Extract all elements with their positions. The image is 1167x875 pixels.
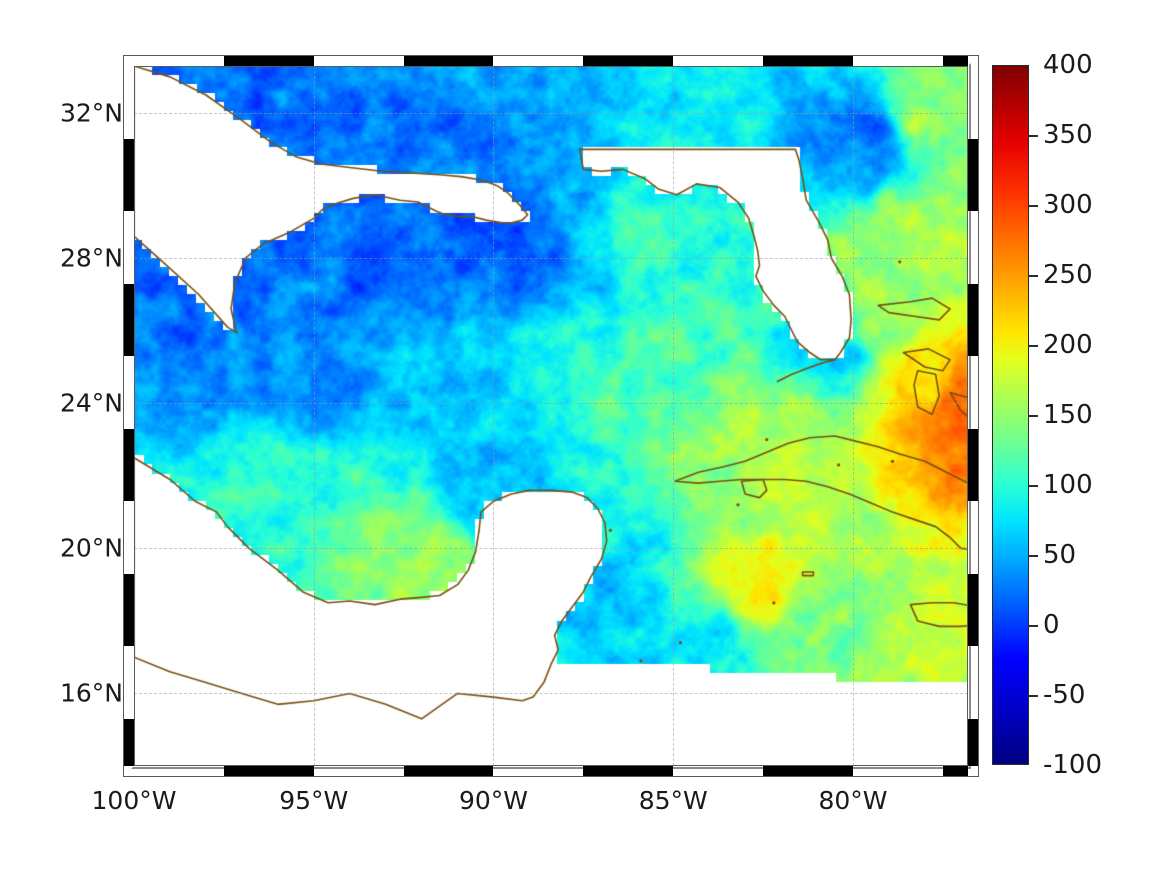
frame-bottom-tick-5 [583, 766, 674, 777]
frame-left-tick-3 [123, 283, 134, 357]
frame-bottom-tick-9 [942, 766, 968, 777]
frame-top-tick-9 [942, 55, 968, 66]
x-tick-label-95°w: 95°W [279, 786, 349, 815]
colorbar-label-0: 0 [1043, 610, 1060, 640]
frame-left-tick-9 [123, 718, 134, 766]
y-tick-label-32°n: 32°N [60, 98, 124, 128]
frame-right-tick-5 [968, 428, 979, 502]
frame-bottom-tick-3 [403, 766, 494, 777]
x-tick-label-100°w: 100°W [91, 786, 177, 815]
colorbar-label-300: 300 [1043, 190, 1093, 220]
map-plot-area [134, 66, 968, 766]
frame-left-tick-7 [123, 573, 134, 647]
colorbar-tick-150 [1029, 415, 1038, 417]
colorbar-gradient [993, 66, 1028, 764]
frame-left-tick-1 [123, 138, 134, 212]
colorbar-label-150: 150 [1043, 400, 1093, 430]
colorbar-label-50: 50 [1043, 540, 1077, 570]
frame-left-tick-5 [123, 428, 134, 502]
frame-bottom-tick-7 [763, 766, 853, 777]
frame-right-tick-1 [968, 138, 979, 212]
frame-top-tick-7 [763, 55, 853, 66]
frame-outline [134, 66, 968, 766]
frame-right-tick-7 [968, 573, 979, 647]
x-tick-label-80°w: 80°W [818, 786, 888, 815]
colorbar-label-350: 350 [1043, 120, 1093, 150]
colorbar-tick-100 [1029, 485, 1038, 487]
frame-right-tick-3 [968, 283, 979, 357]
y-tick-label-28°n: 28°N [60, 243, 124, 273]
colorbar-tick-350 [1029, 135, 1038, 137]
colorbar-tick-50 [1029, 555, 1038, 557]
colorbar-label--100: -100 [1043, 750, 1103, 780]
frame-top-tick-1 [223, 55, 314, 66]
colorbar-tick--50 [1029, 695, 1038, 697]
y-tick-label-24°n: 24°N [60, 388, 124, 418]
colorbar-label-400: 400 [1043, 50, 1093, 80]
map-axes[interactable] [134, 66, 968, 766]
colorbar-tick-0 [1029, 625, 1038, 627]
x-tick-label-90°w: 90°W [458, 786, 528, 815]
frame-top-tick-3 [403, 55, 494, 66]
raster-data-layer [134, 66, 968, 766]
colorbar-tick-200 [1029, 345, 1038, 347]
frame-right-tick-9 [968, 718, 979, 766]
colorbar-label-200: 200 [1043, 330, 1093, 360]
frame-bottom-tick-1 [223, 766, 314, 777]
colorbar-tick-250 [1029, 275, 1038, 277]
frame-top-tick-5 [583, 55, 674, 66]
y-tick-label-16°n: 16°N [60, 678, 124, 708]
colorbar-tick-300 [1029, 205, 1038, 207]
colorbar-label-100: 100 [1043, 470, 1093, 500]
colorbar-label--50: -50 [1043, 680, 1086, 710]
x-tick-label-85°w: 85°W [638, 786, 708, 815]
frame-outline [123, 55, 979, 777]
y-tick-label-20°n: 20°N [60, 533, 124, 563]
colorbar-label-250: 250 [1043, 260, 1093, 290]
colorbar[interactable] [992, 65, 1029, 765]
